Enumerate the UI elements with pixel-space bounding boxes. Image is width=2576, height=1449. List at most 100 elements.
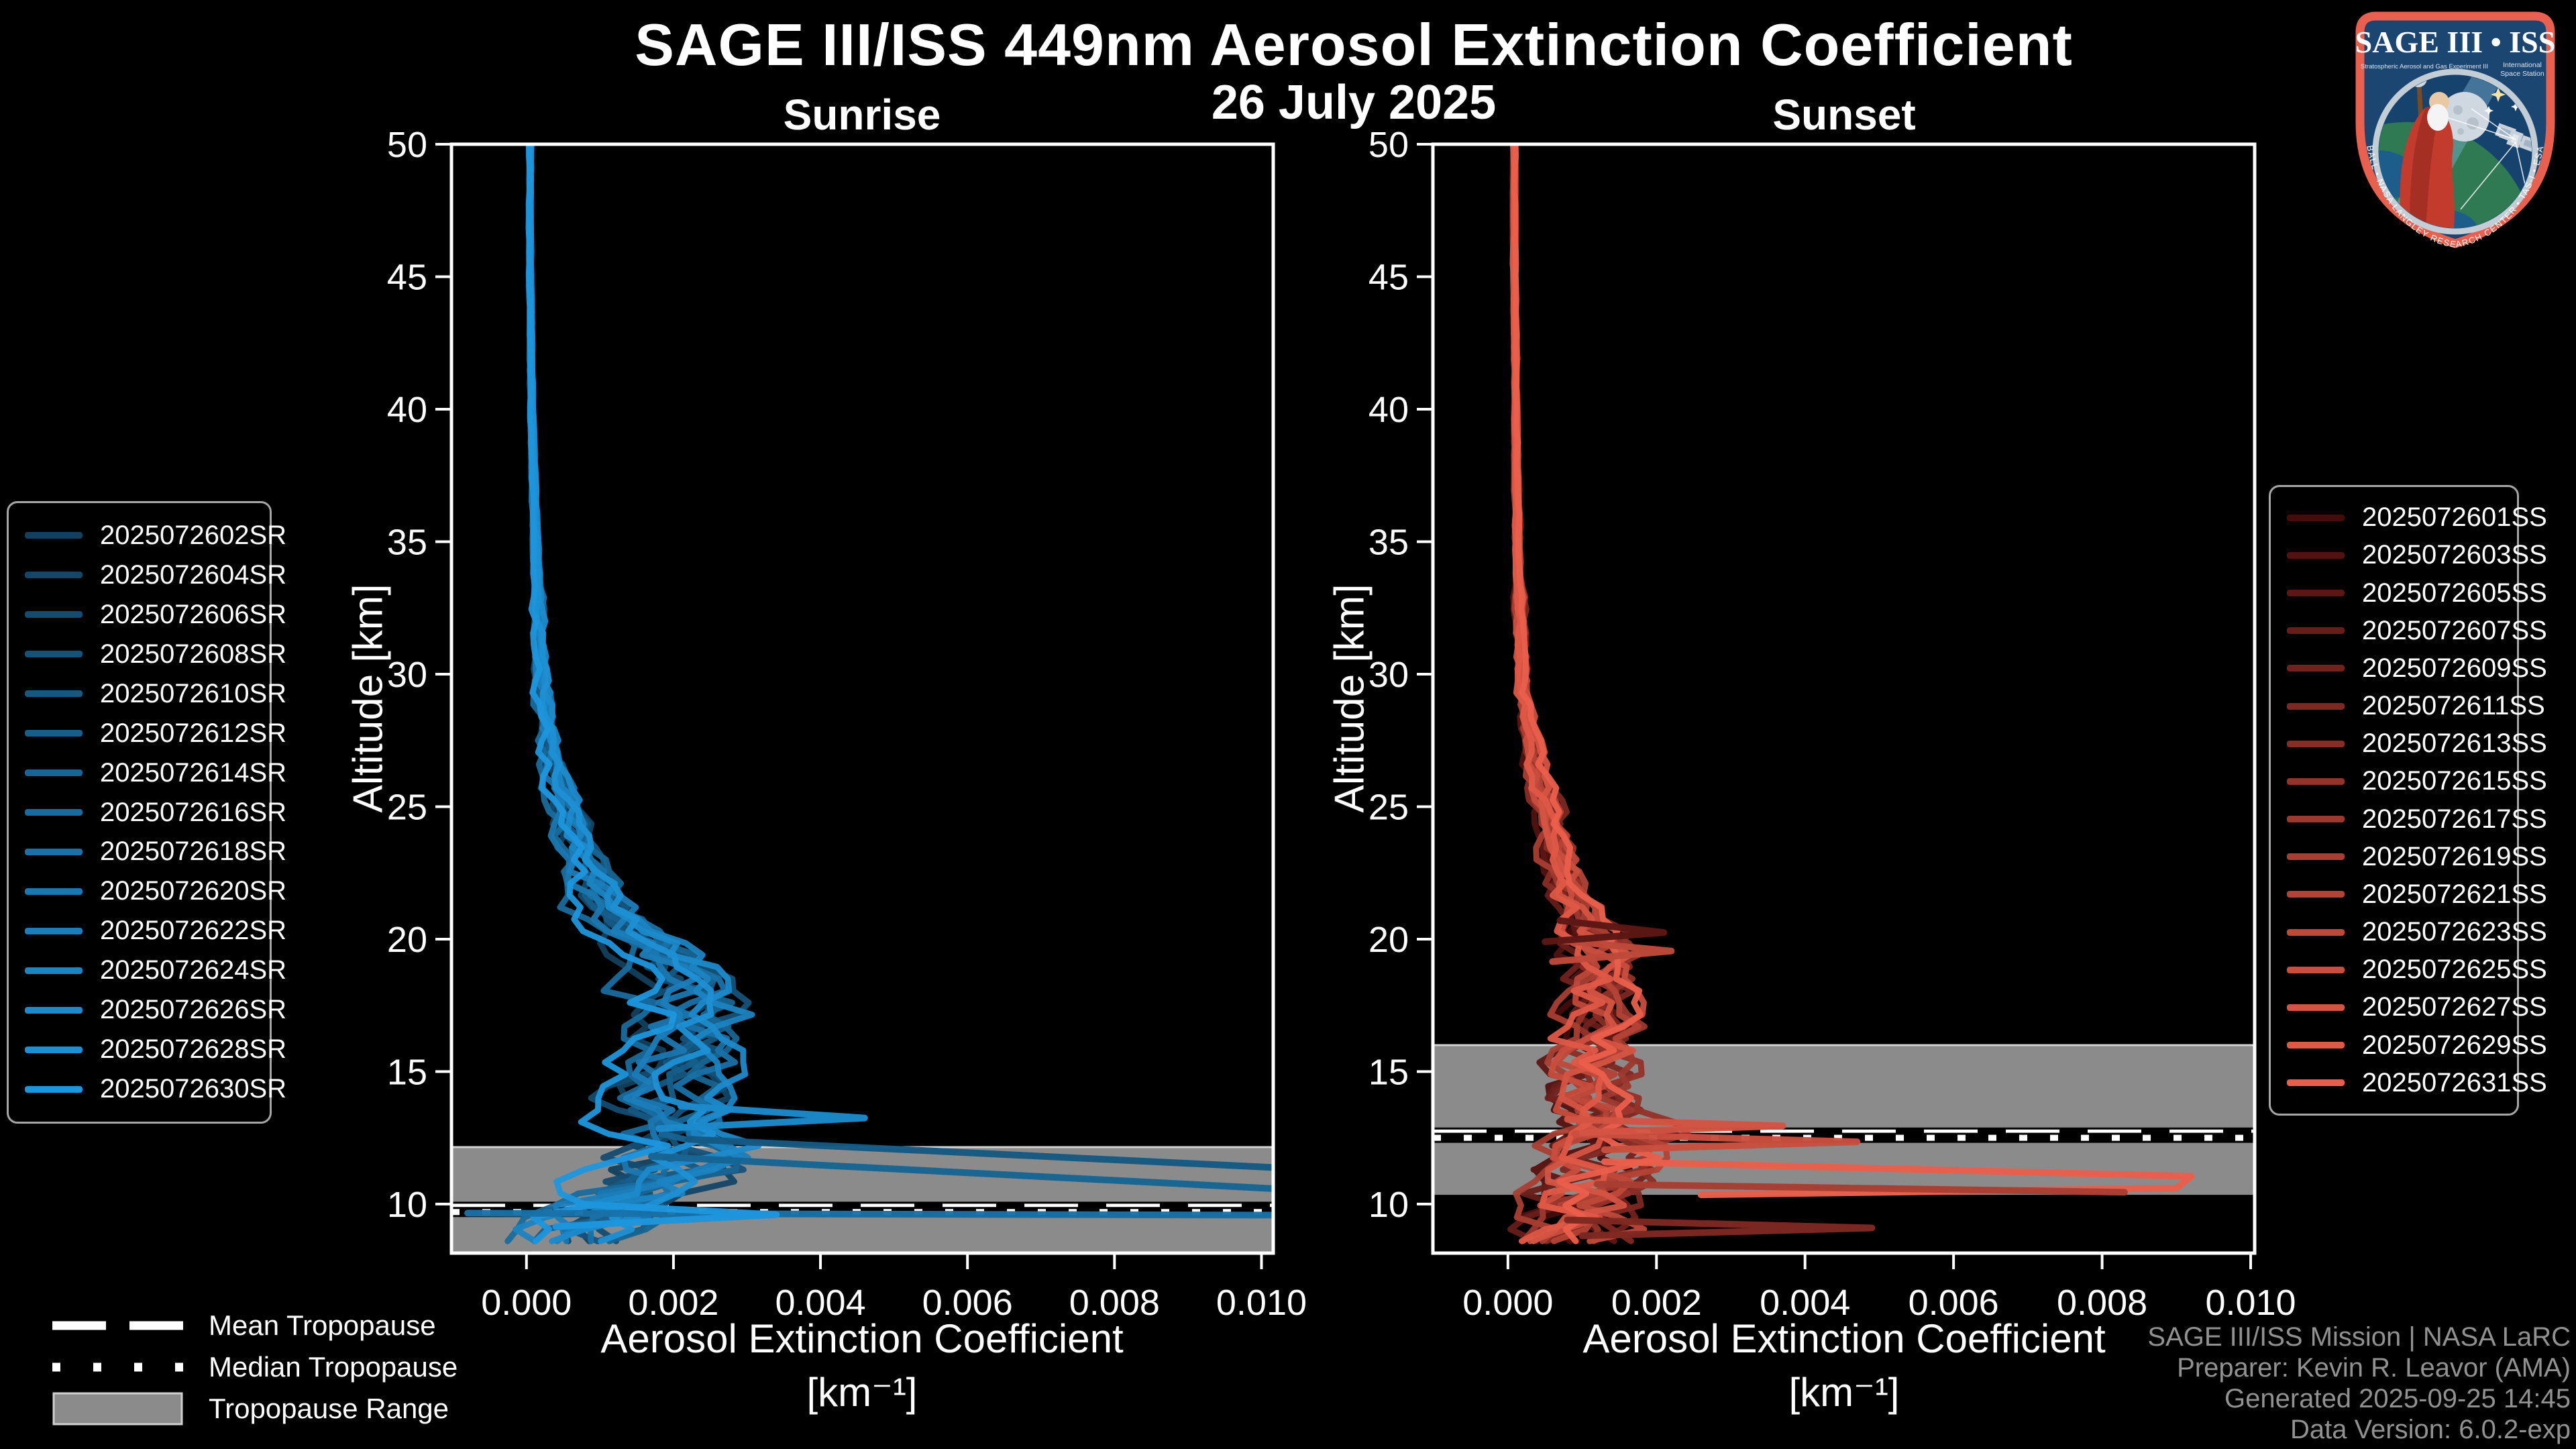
x-axis-label-sunset: Aerosol Extinction Coefficient [km⁻¹] [1582,1312,2105,1419]
x-axis-label-line1: Aerosol Extinction Coefficient [600,1316,1124,1361]
profile-excursion-6 [1564,1216,1876,1240]
legend-row-2025072625SS: 2025072625SS [2277,955,2547,985]
series-color-swatch [25,690,83,698]
profile-excursion-4 [552,1200,780,1230]
series-label: 2025072617SS [2362,804,2547,834]
patch-subtitle-right-1: International [2503,61,2542,69]
legend-row-2025072604SR: 2025072604SR [15,560,286,590]
series-color-swatch [25,572,83,579]
series-label: 2025072625SS [2362,955,2547,985]
series-color-swatch [2287,514,2345,521]
series-color-swatch [2287,928,2345,936]
y-tick-label: 35 [387,522,427,562]
series-color-swatch [2287,891,2345,898]
series-color-swatch [2287,1004,2345,1011]
credit-generated: Generated 2025-09-25 14:45 [2224,1384,2571,1413]
series-label: 2025072609SS [2362,653,2547,683]
axes-spines [449,142,1275,1255]
legend-row-2025072607SS: 2025072607SS [2277,616,2547,646]
series-label: 2025072621SS [2362,879,2547,909]
series-label: 2025072606SR [100,599,287,629]
legend-row-mean-tropopause: Mean Tropopause [52,1305,458,1346]
y-tick-label: 15 [387,1052,427,1092]
series-color-swatch [2287,627,2345,635]
x-tick-label: 0.000 [1462,1283,1553,1323]
stars [2484,87,2520,115]
series-label: 2025072619SS [2362,841,2547,871]
legend-row-2025072603SS: 2025072603SS [2277,540,2547,570]
sage-figure [2400,75,2455,228]
profile-excursion-2 [464,1210,1273,1219]
credit-preparer: Preparer: Kevin R. Leavor (AMA) [2177,1353,2571,1383]
y-tick-label: 25 [1368,787,1409,827]
series-color-swatch [2287,1079,2345,1087]
patch-subtitle-left: Stratospheric Aerosol and Gas Experiment… [2361,63,2488,70]
series-label: 2025072628SR [100,1034,287,1065]
legend-row-tropopause-range: Tropopause Range [52,1388,458,1430]
y-tick-label: 15 [1368,1052,1409,1092]
legend-row-2025072622SR: 2025072622SR [15,916,286,946]
series-color-swatch [25,651,83,658]
tropopause-legend: Mean Tropopause Median Tropopause Tropop… [52,1305,458,1430]
legend-row-2025072601SS: 2025072601SS [2277,502,2547,533]
series-color-swatch [2287,966,2345,973]
median-tropopause-dotted-line-icon [52,1362,183,1372]
tropopause-range-swatch-icon [52,1392,183,1426]
series-label: 2025072608SR [100,639,287,669]
series-label: 2025072615SS [2362,766,2547,796]
x-tick-label: 0.008 [1069,1283,1160,1323]
legend-row-2025072617SS: 2025072617SS [2277,804,2547,835]
series-label: 2025072620SR [100,876,287,906]
legend-row-2025072602SR: 2025072602SR [15,521,286,551]
patch-subtitle-right-2: Space Station [2500,70,2544,78]
series-color-swatch [2287,1042,2345,1049]
series-label: 2025072631SS [2362,1067,2547,1097]
series-label: 2025072627SS [2362,992,2547,1022]
series-color-swatch [25,967,83,974]
series-label: 2025072607SS [2362,615,2547,645]
legend-sunrise-events: 2025072602SR 2025072604SR 2025072606SR 2025… [7,501,286,1124]
series-label: 2025072618SR [100,837,287,867]
series-color-swatch [2287,777,2345,785]
patch-title: SAGE III • ISS [2355,25,2556,59]
series-color-swatch [25,848,83,855]
profile-excursion-3 [655,1102,868,1132]
series-label: 2025072602SR [100,520,287,550]
legend-row-2025072623SS: 2025072623SS [2277,917,2547,947]
profile-excursion-3 [1564,1116,1786,1136]
x-tick-label: 0.004 [775,1283,865,1323]
legend-row-2025072620SR: 2025072620SR [15,876,286,906]
series-color-swatch [25,532,83,539]
chart-panel-sunrise: 0.000 0.002 0.004 0.006 0.008 0.010 50 45 40 35 30… [387,125,1307,1323]
y-tick-label: 10 [1368,1185,1409,1225]
chart-panel-sunset: 0.000 0.002 0.004 0.006 0.008 0.010 50 45 40 35 30… [1368,125,2296,1323]
series-label: 2025072624SR [100,955,287,985]
series-color-swatch [2287,816,2345,823]
legend-row-2025072618SR: 2025072618SR [15,837,286,867]
series-label: 2025072622SR [100,916,287,946]
series-label: 2025072612SR [100,718,287,748]
series-color-swatch [25,730,83,737]
median-tropopause-label: Median Tropopause [209,1351,458,1383]
series-label: 2025072610SR [100,678,287,708]
y-tick-label: 50 [1368,125,1409,165]
legend-row-2025072629SS: 2025072629SS [2277,1030,2547,1061]
page-title: SAGE III/ISS 449nm Aerosol Extinction Co… [635,11,2073,78]
date-subtitle: 26 July 2025 [1211,76,1497,129]
x-tick-label: 0.002 [1611,1283,1702,1323]
x-tick-label: 0.010 [1216,1283,1307,1323]
series-label: 2025072630SR [100,1074,287,1104]
series-color-swatch [2287,665,2345,672]
series-color-swatch [25,809,83,816]
mean-tropopause-label: Mean Tropopause [209,1309,436,1341]
series-color-swatch [2287,702,2345,710]
profile-2025072630SR [525,144,677,1244]
y-tick-label: 45 [387,257,427,297]
series-color-swatch [2287,740,2345,747]
legend-row-2025072606SR: 2025072606SR [15,600,286,630]
series-label: 2025072614SR [100,757,287,788]
legend-row-2025072624SR: 2025072624SR [15,955,286,985]
legend-row-2025072611SS: 2025072611SS [2277,691,2545,721]
legend-row-2025072621SS: 2025072621SS [2277,879,2547,910]
